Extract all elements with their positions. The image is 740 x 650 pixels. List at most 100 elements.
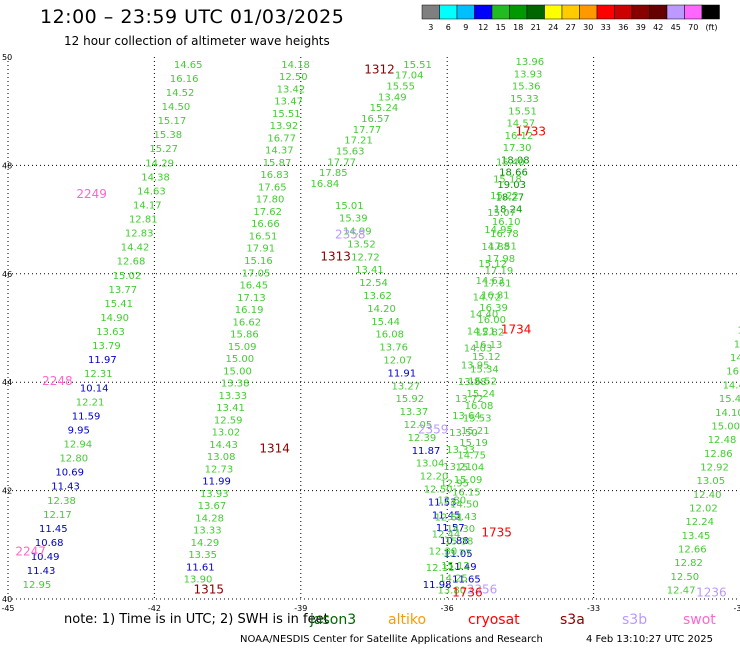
wave-height-label: 12.81 [129, 215, 158, 226]
wave-height-label: 14.75 [457, 450, 486, 461]
wave-height-label: 13.45 [682, 531, 711, 542]
wave-height-label: 14.37 [265, 146, 294, 157]
lon-tick-label: -42 [148, 604, 161, 613]
track-id-label: 1314 [259, 442, 290, 456]
wave-height-label: 12.11 [426, 563, 455, 574]
wave-height-label: 14.50 [450, 500, 479, 511]
colorbar-swatch [561, 4, 580, 20]
wave-height-label: 17.04 [395, 71, 424, 82]
wave-height-label: 15.27 [149, 144, 178, 155]
wave-height-label: 18.08 [501, 155, 530, 166]
colorbar-tick-label: 30 [583, 23, 593, 32]
wave-height-label: 14.29 [145, 158, 174, 169]
wave-height-label: 12.66 [678, 545, 707, 556]
wave-height-label: 12.50 [424, 484, 453, 495]
wave-height-label: 14.40 [470, 310, 499, 321]
wave-height-label: 13.38 [221, 379, 250, 390]
wave-height-label: 12.17 [43, 510, 72, 521]
colorbar-tick-label: 42 [653, 23, 663, 32]
wave-height-label: 12.44 [432, 529, 461, 540]
wave-height-label: 14.90 [100, 313, 129, 324]
colorbar-swatch [439, 4, 458, 20]
wave-height-label: 12.47 [667, 586, 696, 597]
wave-height-label: 12.82 [674, 558, 703, 569]
colorbar-swatch [579, 4, 598, 20]
wave-height-label: 17.30 [503, 143, 532, 154]
colorbar-tick-label: 3 [428, 23, 433, 32]
wave-height-label: 14.21 [467, 327, 496, 338]
lon-tick-label: -45 [1, 604, 14, 613]
wave-height-label: 12.95 [23, 580, 52, 591]
wave-height-label: 14.03 [464, 343, 493, 354]
wave-height-label: 16.66 [251, 219, 280, 230]
track-id-label: 1312 [364, 62, 395, 76]
wave-height-label: 12.21 [76, 397, 105, 408]
colorbar-swatch [491, 4, 510, 20]
wave-height-label: 15.87 [263, 158, 292, 169]
wave-height-label: 13.27 [392, 381, 421, 392]
wave-height-label: 15.24 [370, 103, 399, 114]
wave-height-label: 12.40 [693, 490, 722, 501]
wave-height-label: 14.29 [191, 538, 220, 549]
wave-height-label: 11.61 [186, 562, 215, 573]
lat-tick-label: 50 [2, 53, 12, 62]
wave-height-label: 14.63 [476, 276, 505, 287]
wave-height-label: 13.50 [449, 428, 478, 439]
wave-height-label: 13.64 [452, 411, 481, 422]
wave-height-label: 11.53 [428, 497, 457, 508]
wave-height-label: 13.90 [184, 575, 213, 586]
wave-height-label: 10.69 [55, 468, 84, 479]
wave-height-label: 11.59 [72, 411, 101, 422]
wave-height-label: 14.42 [121, 243, 150, 254]
wave-height-label: 16.08 [375, 330, 404, 341]
wave-height-label: 13.79 [92, 341, 121, 352]
colorbar-swatch [526, 4, 545, 20]
wave-height-label: 11.98 [423, 580, 452, 591]
wave-height-label: 13.77 [443, 549, 472, 560]
wave-height-label: 14.38 [141, 172, 170, 183]
wave-height-label: 14.28 [195, 513, 224, 524]
wave-height-label: 11.65 [452, 575, 481, 586]
lon-tick-label: -33 [587, 604, 600, 613]
wave-height-label: 11.87 [412, 446, 441, 457]
wave-height-label: 13.41 [216, 403, 245, 414]
colorbar-swatch [649, 4, 668, 20]
wave-height-label: 17.65 [258, 182, 287, 193]
wave-height-label: 15.55 [386, 82, 415, 93]
wave-height-label: 12.07 [383, 356, 412, 367]
wave-height-label: 17.51 [488, 241, 517, 252]
wave-height-label: 13.33 [446, 445, 475, 456]
wave-height-label: 13.43 [448, 512, 477, 523]
wave-height-label: 10.68 [35, 538, 64, 549]
wave-height-label: 16.13 [474, 340, 503, 351]
wave-height-label: 15.82 [476, 327, 505, 338]
wave-height-label: 18.66 [499, 168, 528, 179]
lat-tick-label: 42 [2, 487, 12, 496]
wave-height-label: 15.16 [244, 256, 273, 267]
satellite-legend-item: s3b [622, 612, 648, 628]
wave-height-label: 14.17 [133, 200, 162, 211]
credit-text: NOAA/NESDIS Center for Satellite Applica… [240, 634, 543, 645]
colorbar-tick-label: 33 [601, 23, 611, 32]
wave-height-label: 15.22 [490, 191, 519, 202]
wave-height-label: 13.04 [416, 459, 445, 470]
wave-height-label: 13.02 [212, 428, 241, 439]
track-id-label: 1733 [516, 125, 547, 139]
lat-tick-label: 44 [2, 378, 12, 387]
colorbar-swatch [421, 4, 440, 20]
wave-height-label: 13.63 [96, 327, 125, 338]
wave-height-label: 12.80 [59, 454, 88, 465]
colorbar-tick-label: 6 [446, 23, 451, 32]
track-id-label: 2358 [335, 228, 366, 242]
wave-height-label: 15.19 [459, 438, 488, 449]
wave-height-label: 12.31 [84, 369, 113, 380]
wave-height-label: 11.05 [444, 549, 473, 560]
wave-height-label: 17.85 [319, 168, 348, 179]
colorbar-swatch [509, 4, 528, 20]
lon-tick-label: -36 [441, 604, 454, 613]
wave-height-label: 13.41 [355, 265, 384, 276]
track-id-label: 1734 [501, 322, 532, 336]
wave-height-label: 15.39 [339, 214, 368, 225]
colorbar-tick-label: 12 [478, 23, 488, 32]
wave-height-label: 13.21 [443, 462, 472, 473]
